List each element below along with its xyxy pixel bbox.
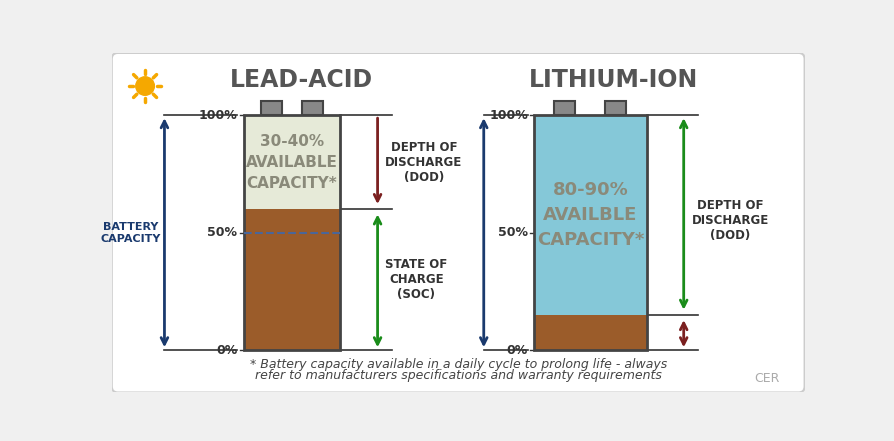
Bar <box>243 209 341 350</box>
Text: LEAD-ACID: LEAD-ACID <box>230 67 373 92</box>
Text: 30-40%
AVAILABLE
CAPACITY*: 30-40% AVAILABLE CAPACITY* <box>246 134 338 191</box>
Bar <box>243 115 341 350</box>
Text: 100%: 100% <box>198 109 237 122</box>
Bar <box>534 115 646 315</box>
Text: 50%: 50% <box>498 226 528 239</box>
Circle shape <box>136 77 155 95</box>
Bar <box>534 115 646 350</box>
Text: CER: CER <box>755 372 780 385</box>
FancyBboxPatch shape <box>112 53 805 392</box>
Text: * Battery capacity available in a daily cycle to prolong life - always: * Battery capacity available in a daily … <box>249 358 667 371</box>
Bar <box>605 101 627 115</box>
Text: LITHIUM-ION: LITHIUM-ION <box>529 67 698 92</box>
Text: BATTERY
CAPACITY: BATTERY CAPACITY <box>100 222 161 243</box>
Text: 0%: 0% <box>216 344 237 357</box>
Text: 80-90%
AVAILBLE
CAPACITY*: 80-90% AVAILBLE CAPACITY* <box>536 181 644 249</box>
Text: 100%: 100% <box>489 109 528 122</box>
Bar <box>302 101 323 115</box>
Bar <box>554 101 575 115</box>
Bar <box>243 115 341 209</box>
Text: DEPTH OF
DISCHARGE
(DOD): DEPTH OF DISCHARGE (DOD) <box>385 141 462 184</box>
Text: 50%: 50% <box>207 226 237 239</box>
Text: DEPTH OF
DISCHARGE
(DOD): DEPTH OF DISCHARGE (DOD) <box>691 199 769 243</box>
Bar <box>261 101 282 115</box>
Bar <box>534 315 646 350</box>
Text: refer to manufacturers specifications and warranty requirements: refer to manufacturers specifications an… <box>255 369 662 382</box>
Text: STATE OF
CHARGE
(SOC): STATE OF CHARGE (SOC) <box>385 258 448 301</box>
Text: 0%: 0% <box>507 344 528 357</box>
